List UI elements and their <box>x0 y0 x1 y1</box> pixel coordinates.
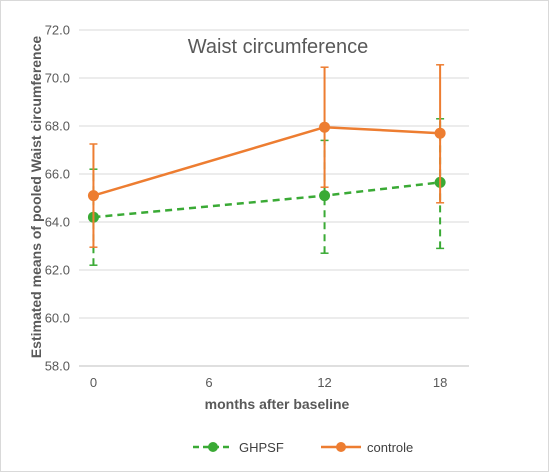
legend-marker-ghpsf <box>208 442 218 452</box>
data-point-ghpsf <box>319 190 331 202</box>
series-line-ghpsf <box>93 181 441 219</box>
y-tick-label: 68.0 <box>45 119 70 134</box>
x-tick-label: 12 <box>317 375 331 390</box>
y-tick-label: 64.0 <box>45 215 70 230</box>
series-layer <box>87 64 446 266</box>
gridlines <box>79 29 469 319</box>
x-axis-ticks: 0 6 12 18 <box>90 375 448 390</box>
y-tick-label: 72.0 <box>45 23 70 38</box>
legend-item-ghpsf: GHPSF <box>193 440 284 455</box>
chart-title: Waist circumference <box>188 36 368 58</box>
x-tick-label: 6 <box>205 375 212 390</box>
series-controle <box>87 64 446 248</box>
data-point-controle <box>434 127 446 139</box>
y-tick-label: 66.0 <box>45 167 70 182</box>
series-line-controle <box>93 125 441 197</box>
y-tick-label: 62.0 <box>45 263 70 278</box>
legend-marker-controle <box>336 442 346 452</box>
legend-item-controle: controle <box>321 440 413 455</box>
y-axis-title: Estimated means of pooled Waist circumfe… <box>28 36 44 359</box>
x-axis-title: months after baseline <box>205 396 350 412</box>
x-tick-label: 18 <box>433 375 447 390</box>
y-tick-label: 60.0 <box>45 311 70 326</box>
data-point-controle <box>87 190 99 202</box>
y-axis-ticks: 58.0 60.0 62.0 64.0 66.0 68.0 70.0 72.0 <box>45 23 70 374</box>
legend-label-controle: controle <box>367 440 413 455</box>
x-tick-label: 0 <box>90 375 97 390</box>
y-tick-label: 70.0 <box>45 71 70 86</box>
series-ghpsf <box>87 118 446 266</box>
legend: GHPSF controle <box>193 440 413 455</box>
y-tick-label: 58.0 <box>45 359 70 374</box>
data-point-controle <box>319 121 331 133</box>
legend-label-ghpsf: GHPSF <box>239 440 284 455</box>
